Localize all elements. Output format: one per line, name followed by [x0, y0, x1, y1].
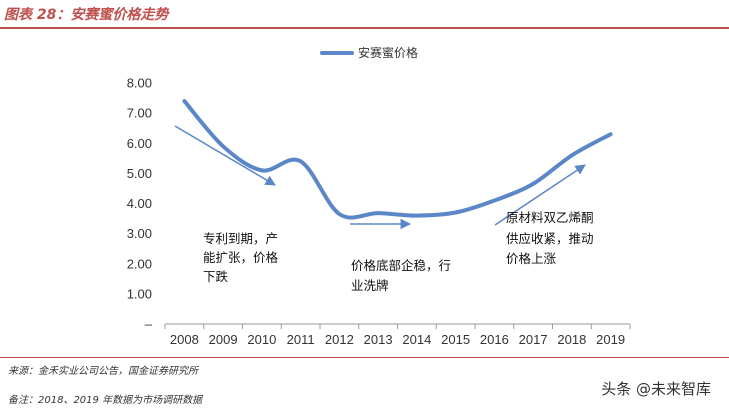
title-divider	[0, 27, 729, 29]
x-tick-label: 2013	[364, 332, 393, 347]
annotation-bottom: 价格底部企稳，行 业洗牌	[351, 258, 455, 293]
x-tick-label: 2017	[519, 332, 548, 347]
price-series-line	[182, 99, 613, 220]
x-tick-label: 2018	[557, 332, 586, 347]
y-tick-label: 8.00	[127, 76, 152, 91]
y-tick-label: 1.00	[127, 286, 152, 301]
x-tick-label: 2012	[325, 332, 354, 347]
x-tick-label: 2009	[209, 332, 238, 347]
trend-arrows	[174, 125, 586, 230]
footer-divider	[0, 357, 729, 358]
x-tick-label: 2010	[247, 332, 276, 347]
legend-label: 安赛蜜价格	[358, 45, 418, 60]
y-tick-label: 6.00	[127, 136, 152, 151]
x-axis: 2008 2009 2010 2011 2012 2013 2014 2015 2016 2017…	[164, 323, 631, 347]
chart-legend: 安赛蜜价格	[320, 45, 418, 60]
downtrend-arrow	[174, 125, 276, 186]
price-line-chart: 安赛蜜价格 –1.002.003.004.005.006.007.008.00 …	[127, 45, 631, 347]
y-tick-label: 3.00	[127, 226, 152, 241]
uptrend-arrow	[494, 164, 586, 226]
watermark-text: 头条 @未来智库	[601, 380, 711, 398]
remark-note: 备注：2018、2019 年数据为市场调研数据	[8, 395, 203, 406]
x-tick-label: 2019	[596, 332, 625, 347]
figure-title: 图表 28：安赛蜜价格走势	[4, 7, 169, 23]
y-tick-label: 4.00	[127, 196, 152, 211]
y-tick-label: 7.00	[127, 106, 152, 121]
x-tick-label: 2008	[170, 332, 199, 347]
annotation-decline: 专利到期，产 能扩张，价格 下跌	[203, 231, 282, 284]
y-tick-label: –	[145, 317, 153, 332]
chart-annotations: 专利到期，产 能扩张，价格 下跌 价格底部企稳，行 业洗牌 原材料双乙烯酮 供应…	[203, 210, 598, 293]
x-tick-label: 2016	[480, 332, 509, 347]
x-tick-label: 2014	[402, 332, 431, 347]
y-tick-label: 2.00	[127, 256, 152, 271]
y-axis: – 1.00 2.00 3.00 4.00 5.00 6.00 7.00 8.00	[127, 76, 153, 332]
x-tick-label: 2011	[287, 332, 315, 347]
x-tick-label: 2015	[441, 332, 470, 347]
y-tick-label: 5.00	[127, 166, 152, 181]
annotation-rise: 原材料双乙烯酮 供应收紧，推动 价格上涨	[506, 210, 598, 266]
source-note: 来源：金禾实业公司公告，国金证券研究所	[8, 366, 198, 377]
